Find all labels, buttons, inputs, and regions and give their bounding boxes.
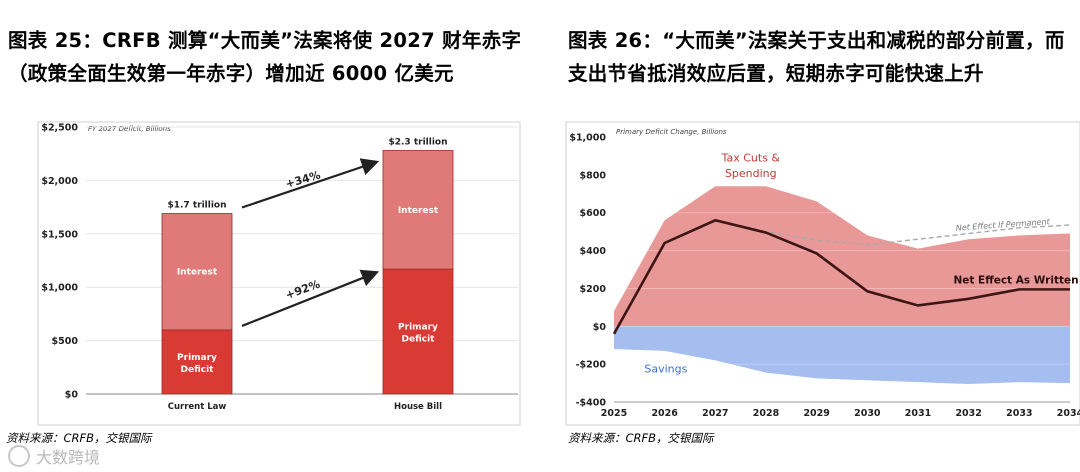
series-label-tax-cuts: Spending xyxy=(725,167,777,180)
y-tick-label: $200 xyxy=(580,284,607,295)
chart-subtitle: Primary Deficit Change, Billions xyxy=(616,128,727,136)
x-tick-label: 2027 xyxy=(702,408,728,419)
x-tick-label: 2030 xyxy=(854,408,881,419)
x-tick-label: Current Law xyxy=(168,402,227,412)
y-tick-label: $600 xyxy=(580,208,607,219)
y-tick-label: $0 xyxy=(65,390,79,401)
x-tick-label: 2031 xyxy=(905,408,931,419)
watermark: 大数跨境 xyxy=(8,444,100,468)
bar-primary-deficit xyxy=(161,329,233,395)
right-chart: Primary Deficit Change, Billions -$400 -$2… xyxy=(565,121,1080,426)
series-label-net-effect: Net Effect As Written xyxy=(953,275,1078,287)
chart-title-right: 图表 26：“大而美”法案关于支出和减税的部分前置，而支出节省抵消效应后置，短期… xyxy=(568,29,1065,85)
chart-frame xyxy=(565,121,1080,426)
growth-arrow-primary xyxy=(241,269,380,327)
x-tick-label: 2029 xyxy=(803,408,829,419)
y-tick-label: $1,000 xyxy=(569,133,606,144)
watermark-logo-icon xyxy=(8,445,30,467)
source-note-left: 资料来源：CRFB，交银国际 xyxy=(6,431,152,445)
growth-arrow-total xyxy=(241,158,380,209)
segment-label-primary: Deficit xyxy=(402,335,436,345)
y-tick-label: $0 xyxy=(593,322,607,333)
bar-interest xyxy=(382,150,454,270)
x-tick-label: 2028 xyxy=(753,408,780,419)
x-tick-label: 2025 xyxy=(601,408,627,419)
segment-label-interest: Interest xyxy=(177,268,218,278)
bar-primary-deficit xyxy=(382,268,454,395)
left-panel: 图表 25：CRFB 测算“大而美”法案将使 2027 财年赤字（政策全面生效第… xyxy=(0,0,528,472)
line-net-effect-as-written xyxy=(612,218,1070,335)
y-tick-label: $2,000 xyxy=(41,176,78,187)
area-tax-cuts-spending xyxy=(614,186,1070,327)
y-tick-label: $500 xyxy=(52,336,79,347)
y-tick-label: $1,500 xyxy=(41,229,78,240)
segment-label-primary: Primary xyxy=(177,353,217,363)
x-tick-label: 2032 xyxy=(955,408,981,419)
annotation-growth-primary: +92% xyxy=(284,278,322,302)
chart-subtitle: FY 2027 Deficit, Billions xyxy=(88,125,171,133)
y-tick-label: $400 xyxy=(580,246,607,257)
y-tick-label: -$200 xyxy=(576,360,607,371)
x-tick-label: 2034 xyxy=(1057,408,1080,419)
line-net-effect-if-permanent xyxy=(715,219,1071,246)
segment-label-interest: Interest xyxy=(398,206,439,216)
series-label-tax-cuts: Tax Cuts & xyxy=(721,152,781,165)
chart-title-left: 图表 25：CRFB 测算“大而美”法案将使 2027 财年赤字（政策全面生效第… xyxy=(8,29,522,85)
right-panel: 图表 26：“大而美”法案关于支出和减税的部分前置，而支出节省抵消效应后置，短期… xyxy=(552,0,1080,472)
bar-interest xyxy=(161,213,233,331)
area-savings xyxy=(614,326,1070,385)
left-chart: FY 2027 Deficit, Billions $0 $500 $1,000 $1,… xyxy=(37,121,521,426)
x-tick-label: House Bill xyxy=(394,402,442,412)
x-tick-label: 2026 xyxy=(651,408,678,419)
y-tick-label: $2,500 xyxy=(41,123,78,134)
segment-label-primary: Primary xyxy=(398,323,438,333)
bar-total-label: $2.3 trillion xyxy=(388,137,447,147)
source-note-right: 资料来源：CRFB，交银国际 xyxy=(568,431,714,445)
chart-frame xyxy=(37,121,521,426)
bar-total-label: $1.7 trillion xyxy=(167,201,226,211)
segment-label-primary: Deficit xyxy=(181,365,215,375)
y-tick-label: $800 xyxy=(580,170,607,181)
series-label-savings: Savings xyxy=(644,363,687,376)
x-tick-label: 2033 xyxy=(1006,408,1032,419)
y-tick-label: $1,000 xyxy=(41,283,78,294)
watermark-text: 大数跨境 xyxy=(36,448,101,467)
y-tick-label: -$400 xyxy=(576,398,607,409)
